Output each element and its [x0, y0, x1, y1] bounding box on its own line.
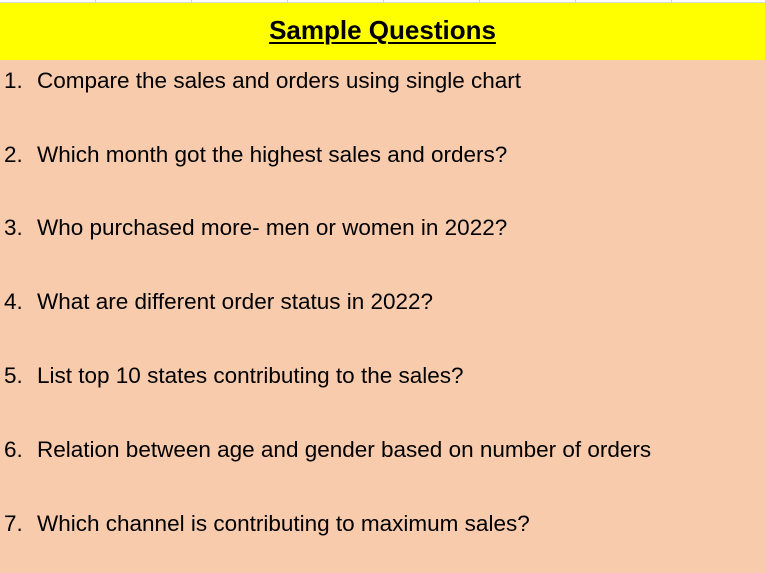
question-number: 5.: [4, 363, 23, 388]
column-gridline: [95, 0, 96, 3]
column-gridline: [479, 0, 480, 3]
question-text: Relation between age and gender based on…: [37, 437, 652, 462]
question-number: 2.: [4, 142, 23, 167]
question-text: Which month got the highest sales and or…: [37, 142, 508, 167]
question-text: Which channel is contributing to maximum…: [37, 511, 530, 536]
header-cell[interactable]: Sample Questions: [0, 3, 765, 60]
question-number: 6.: [4, 437, 23, 462]
column-gridline: [575, 0, 576, 3]
question-item-1: 1. Compare the sales and orders using si…: [4, 65, 521, 97]
questions-cell[interactable]: 1. Compare the sales and orders using si…: [0, 60, 765, 573]
question-text: Compare the sales and orders using singl…: [37, 68, 522, 93]
question-item-2: 2. Which month got the highest sales and…: [4, 139, 507, 171]
column-gridline: [287, 0, 288, 3]
page-title: Sample Questions: [269, 15, 496, 45]
question-number: 1.: [4, 68, 23, 93]
question-number: 7.: [4, 511, 23, 536]
question-text: What are different order status in 2022?: [37, 289, 434, 314]
question-item-4: 4. What are different order status in 20…: [4, 286, 433, 318]
question-item-3: 3. Who purchased more- men or women in 2…: [4, 212, 507, 244]
question-item-5: 5. List top 10 states contributing to th…: [4, 360, 464, 392]
question-item-7: 7. Which channel is contributing to maxi…: [4, 508, 530, 540]
column-gridline: [671, 0, 672, 3]
question-number: 3.: [4, 215, 23, 240]
row-gridlines: [0, 0, 765, 3]
question-text: Who purchased more- men or women in 2022…: [37, 215, 508, 240]
question-item-6: 6. Relation between age and gender based…: [4, 434, 651, 466]
column-gridline: [383, 0, 384, 3]
question-number: 4.: [4, 289, 23, 314]
question-text: List top 10 states contributing to the s…: [37, 363, 464, 388]
column-gridline: [191, 0, 192, 3]
